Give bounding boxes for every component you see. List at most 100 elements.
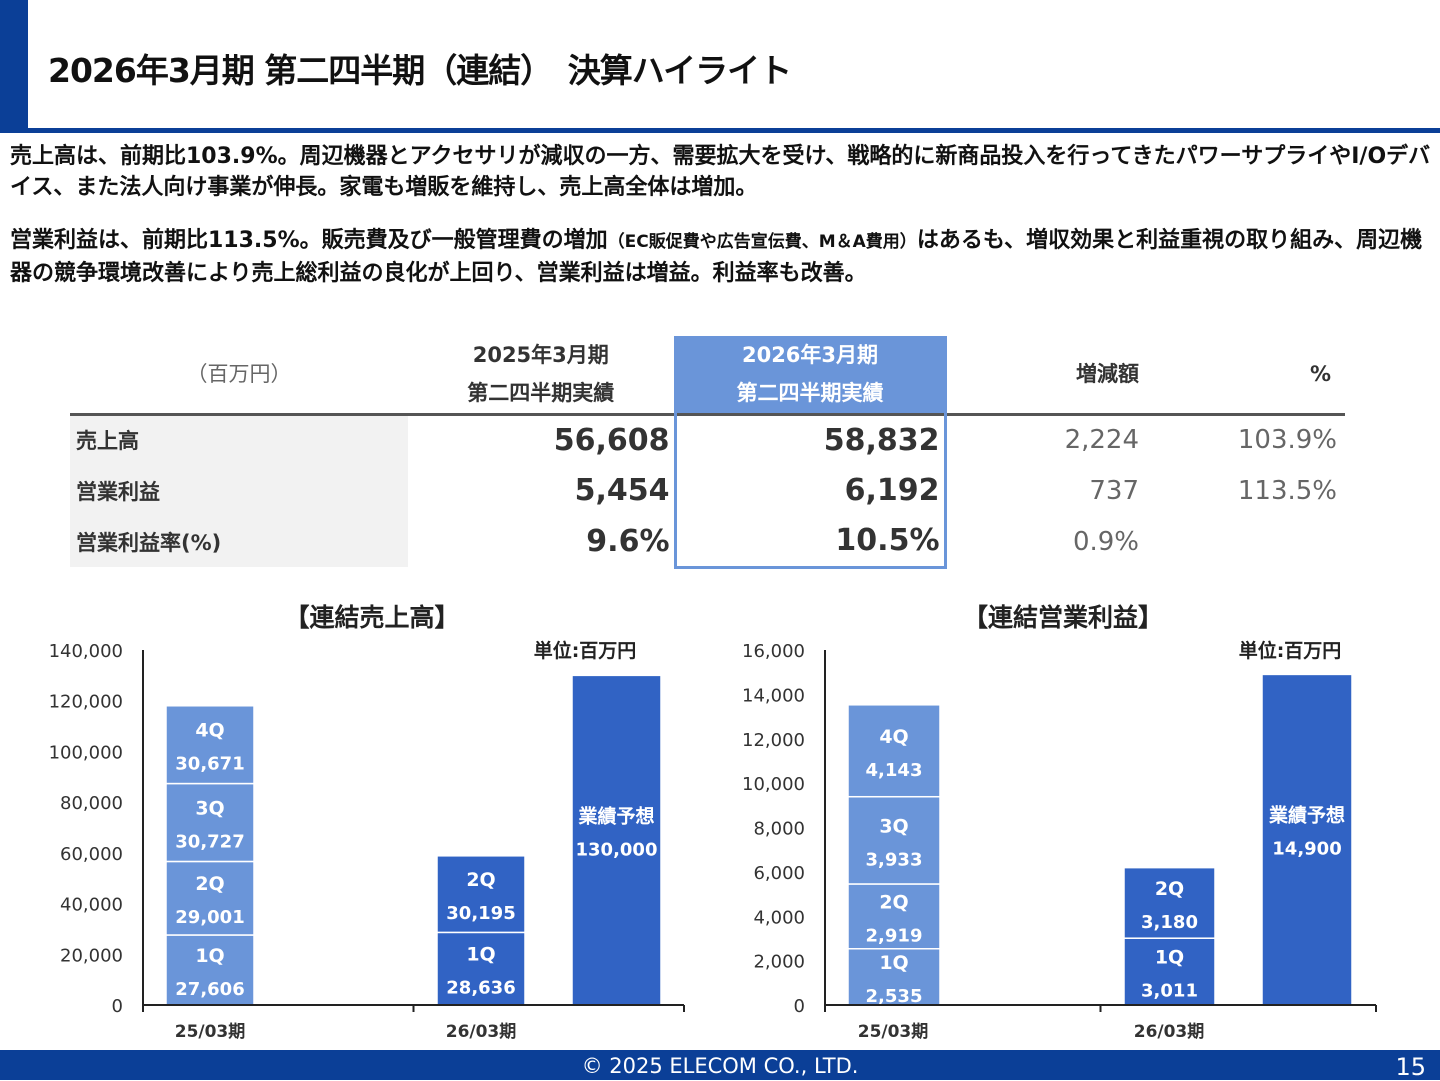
row-label: 売上高	[70, 414, 408, 465]
bar-segment	[571, 674, 662, 1006]
row-label: 営業利益率(%)	[70, 516, 408, 567]
current-value: 6,192	[673, 465, 947, 516]
segment-label: 1Q	[1155, 947, 1184, 969]
copyright: © 2025 ELECOM CO., LTD.	[581, 1054, 859, 1078]
diff-value: 2,224	[1064, 425, 1139, 456]
segment-label: 3Q	[879, 815, 908, 837]
col-diff: 増減額	[1076, 362, 1139, 387]
x-category-label: 25/03期	[858, 1022, 929, 1042]
y-tick-label: 0	[794, 996, 805, 1017]
page-number: 15	[1395, 1053, 1426, 1081]
segment-value: 2,535	[866, 986, 923, 1007]
segment-label: 2Q	[195, 873, 224, 895]
segment-value: 2,919	[866, 925, 923, 946]
y-tick-label: 0	[112, 996, 123, 1017]
table-row: 営業利益率(%) 9.6% 10.5% 0.9%	[70, 516, 1345, 569]
bar-segment	[436, 931, 526, 1006]
bar-segment	[165, 860, 255, 936]
unit-label: 単位:百万円	[534, 639, 637, 662]
y-tick-label: 4,000	[753, 907, 805, 928]
table-row: 営業利益 5,454 6,192 737 113.5%	[70, 465, 1345, 516]
y-tick-label: 8,000	[753, 819, 805, 840]
y-tick-label: 100,000	[49, 742, 123, 763]
segment-value: 27,606	[175, 979, 244, 1000]
chart-title: 【連結営業利益】	[963, 603, 1163, 632]
y-tick-label: 140,000	[49, 641, 123, 662]
profit-summary-b: はあるも、増収効果と利益重視の取り組み、周辺機器の競争環境改善により売上総利益の…	[10, 228, 1423, 286]
col-prev: 2025年3月期 第二四半期実績	[467, 343, 615, 406]
bar-segment	[165, 782, 255, 863]
y-tick-label: 6,000	[753, 863, 805, 884]
segment-value: 4,143	[866, 760, 923, 781]
pct-value: 103.9%	[1237, 425, 1337, 456]
diff-value: 737	[1089, 475, 1139, 506]
current-value: 58,832	[673, 414, 947, 465]
segment-value: 3,933	[866, 849, 923, 870]
segment-value: 29,001	[175, 907, 244, 928]
y-tick-label: 20,000	[60, 945, 123, 966]
unit-label: 単位:百万円	[1239, 639, 1342, 662]
segment-label: 4Q	[195, 720, 224, 742]
y-tick-label: 12,000	[742, 730, 805, 751]
y-tick-label: 2,000	[753, 952, 805, 973]
prev-value: 9.6%	[586, 524, 670, 559]
y-tick-label: 120,000	[49, 692, 123, 713]
bar-segment	[1123, 937, 1216, 1006]
page-title: 2026年3月期 第二四半期（連結） 決算ハイライト	[48, 51, 792, 90]
segment-value: 30,727	[175, 832, 244, 853]
y-tick-label: 60,000	[60, 844, 123, 865]
segment-value: 130,000	[576, 839, 658, 860]
segment-label: 1Q	[466, 944, 495, 966]
segment-label: 業績予想	[577, 804, 654, 827]
y-tick-label: 80,000	[60, 793, 123, 814]
diff-value: 0.9%	[1072, 526, 1139, 557]
segment-value: 30,671	[175, 754, 244, 775]
charts: 【連結売上高】単位:百万円 0 20,000 40,000 60,000 80,000 10…	[49, 603, 1377, 1042]
segment-label: 業績予想	[1268, 803, 1345, 826]
bar-segment	[165, 705, 255, 785]
highlights-table: （百万円） 2025年3月期 第二四半期実績 2026年3月期 第二四半期実績 増減…	[70, 336, 1345, 569]
pct-value: 113.5%	[1237, 475, 1337, 506]
profit-summary-a: 営業利益は、前期比113.5%。販売費及び一般管理費の増加	[10, 228, 608, 253]
header-divider	[0, 128, 1440, 133]
y-tick-label: 10,000	[742, 774, 805, 795]
segment-value: 14,900	[1272, 838, 1341, 859]
unit-label: （百万円）	[186, 362, 292, 387]
segment-value: 3,180	[1141, 912, 1198, 933]
col-pct: %	[1309, 362, 1331, 387]
pct-value	[1145, 516, 1345, 567]
segment-label: 4Q	[879, 726, 908, 748]
segment-label: 3Q	[195, 798, 224, 820]
brand-accent-bar	[0, 0, 28, 130]
y-tick-label: 40,000	[60, 895, 123, 916]
bar-segment	[1261, 673, 1353, 1006]
segment-value: 3,011	[1141, 981, 1198, 1002]
segment-value: 28,636	[446, 978, 515, 999]
x-category-label: 25/03期	[175, 1022, 246, 1042]
bar-segment	[1123, 866, 1216, 939]
segment-label: 1Q	[195, 945, 224, 967]
prev-value: 5,454	[574, 473, 670, 508]
footer: © 2025 ELECOM CO., LTD. 15	[0, 1050, 1440, 1081]
prev-value: 56,608	[553, 422, 670, 458]
row-label: 営業利益	[70, 465, 408, 516]
col-current: 2026年3月期 第二四半期実績	[673, 336, 947, 414]
segment-label: 1Q	[879, 952, 908, 974]
y-tick-label: 16,000	[742, 641, 805, 662]
bar-segment	[847, 883, 941, 950]
sales-summary: 売上高は、前期比103.9%。周辺機器とアクセサリが減収の一方、需要拡大を受け、…	[10, 144, 1431, 200]
chart-title: 【連結売上高】	[284, 603, 459, 632]
current-value: 10.5%	[673, 516, 947, 569]
profit-summary: 営業利益は、前期比113.5%。販売費及び一般管理費の増加（EC販促費や広告宣伝…	[10, 225, 1435, 289]
bar-segment	[847, 795, 941, 885]
bar-segment	[436, 855, 526, 934]
segment-value: 30,195	[446, 903, 515, 924]
y-tick-label: 14,000	[742, 685, 805, 706]
profit-summary-note: （EC販促費や広告宣伝費、M＆A費用）	[607, 232, 917, 252]
x-category-label: 26/03期	[1134, 1022, 1205, 1042]
table-row: 売上高 56,608 58,832 2,224 103.9%	[70, 414, 1345, 465]
segment-label: 2Q	[1155, 878, 1184, 900]
x-category-label: 26/03期	[446, 1022, 517, 1042]
segment-label: 2Q	[879, 891, 908, 913]
segment-label: 2Q	[466, 869, 495, 891]
